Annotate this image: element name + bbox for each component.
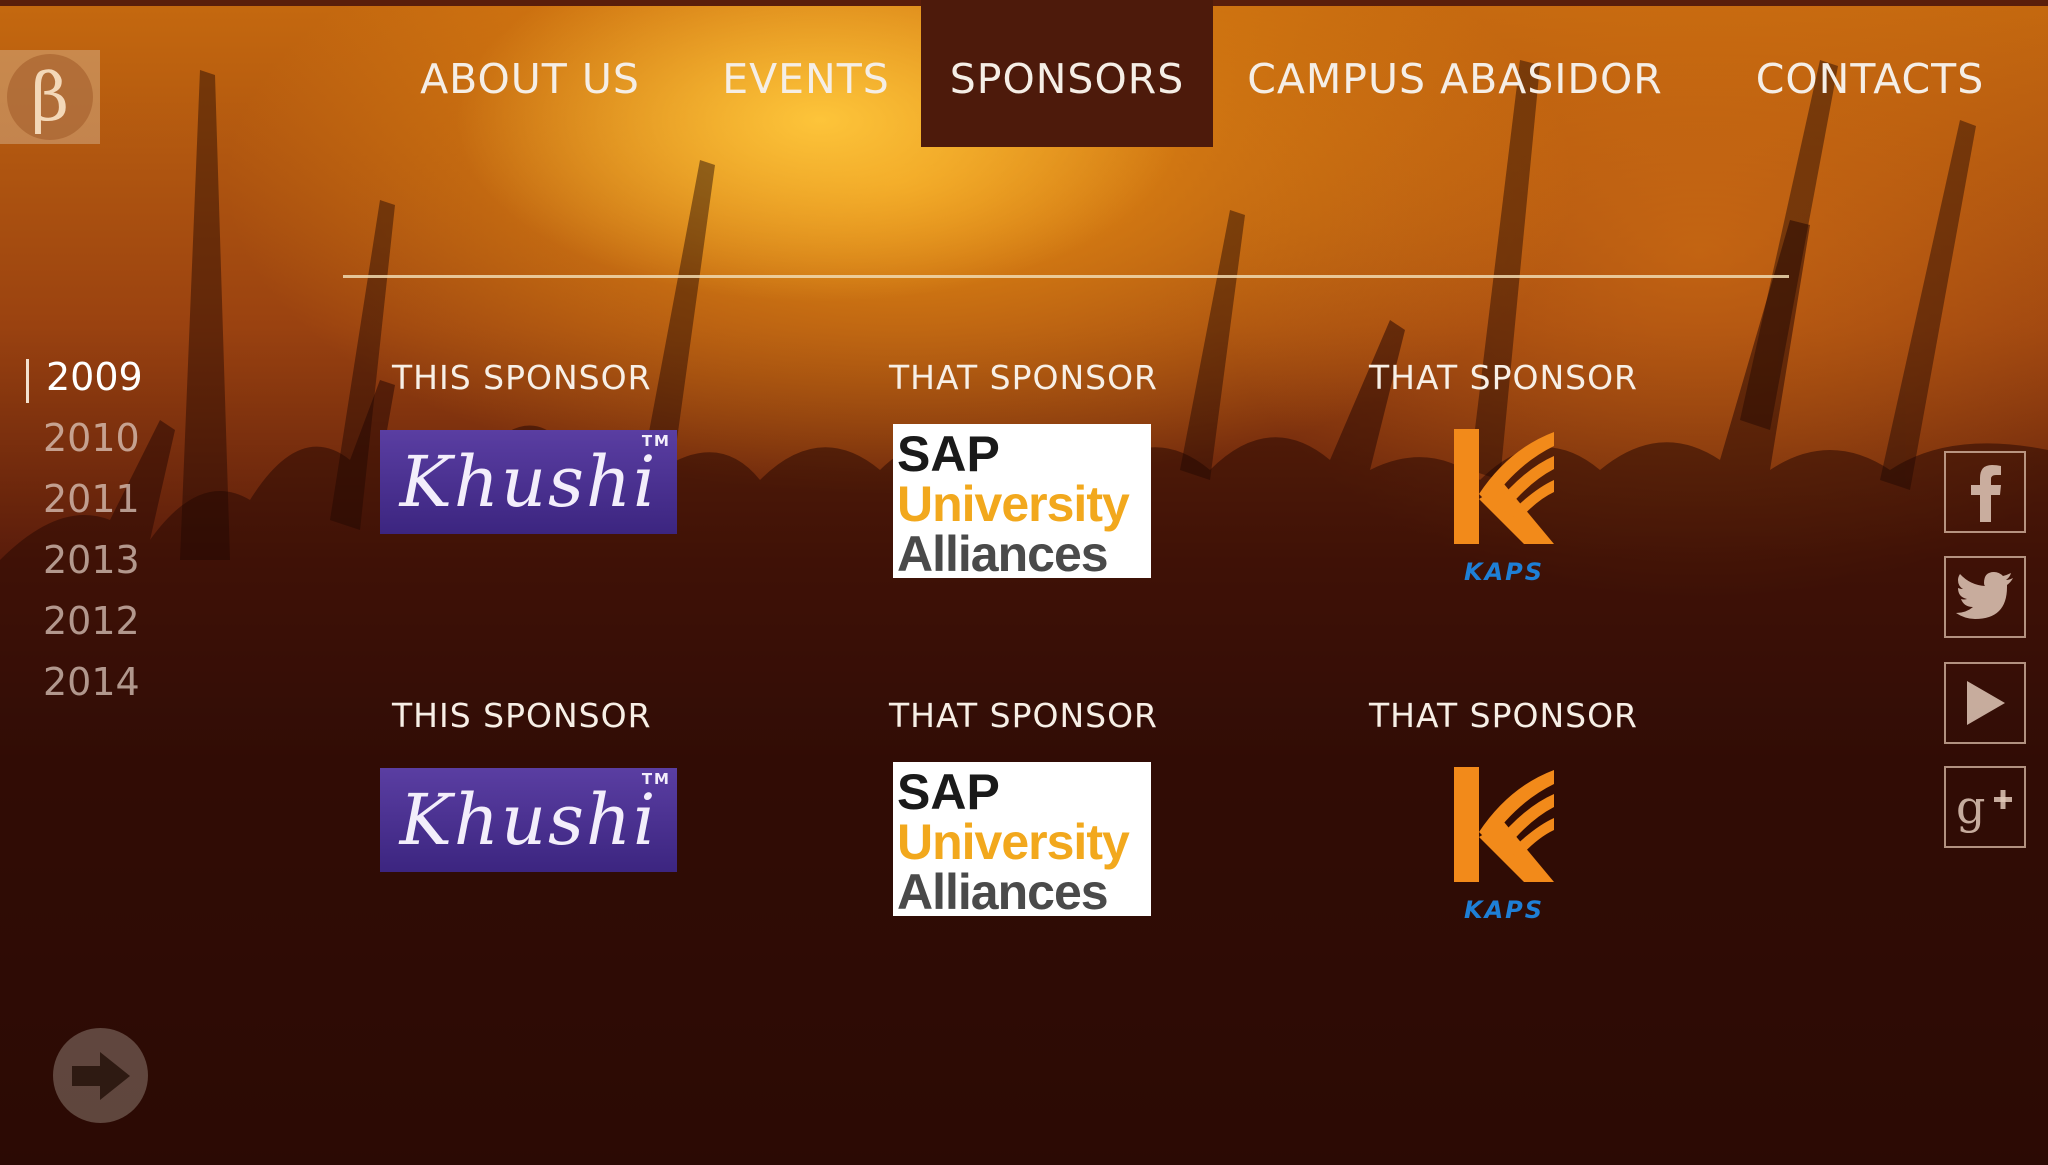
year-item-2010[interactable]: 2010 <box>43 416 140 460</box>
sponsor-label: THIS SPONSOR <box>392 358 652 397</box>
nav-about-us[interactable]: ABOUT US <box>420 54 640 103</box>
year-item-2013[interactable]: 2013 <box>43 538 140 582</box>
year-item-2012[interactable]: 2012 <box>43 599 140 643</box>
sap-line-3: Alliances <box>897 526 1109 582</box>
youtube-play-icon <box>1967 681 2005 725</box>
sap-line-1: SAP <box>897 426 1000 482</box>
nav-events[interactable]: EVENTS <box>722 54 890 103</box>
beta-logo-icon: β <box>7 54 93 140</box>
active-year-marker <box>26 359 29 403</box>
nav-campus-ambassador[interactable]: CAMPUS ABASIDOR <box>1247 54 1663 103</box>
khushi-wordmark: Khushi <box>399 441 658 523</box>
sponsor-label: THAT SPONSOR <box>889 696 1158 735</box>
sponsor-label: THAT SPONSOR <box>1369 696 1638 735</box>
sponsor-logo-khushi[interactable]: Khushi TM <box>380 430 677 534</box>
svg-text:g: g <box>1956 780 1985 834</box>
arrow-right-icon <box>71 1051 130 1100</box>
twitter-icon <box>1956 572 2013 619</box>
sap-line-2: University <box>897 814 1130 870</box>
sap-line-2: University <box>897 476 1130 532</box>
sponsor-logo-sap[interactable]: SAP University Alliances <box>893 424 1151 582</box>
year-item-2014[interactable]: 2014 <box>43 660 140 704</box>
next-button[interactable] <box>53 1028 148 1123</box>
sponsor-label: THAT SPONSOR <box>1369 358 1638 397</box>
nav-sponsors[interactable]: SPONSORS <box>921 0 1213 147</box>
sponsor-logo-kaps[interactable]: KAPS <box>1449 762 1559 924</box>
sponsor-label: THAT SPONSOR <box>889 358 1158 397</box>
google-plus-icon: g <box>1956 780 2012 834</box>
nav-contacts[interactable]: CONTACTS <box>1755 54 1985 103</box>
facebook-icon <box>1971 465 2001 522</box>
google-plus-button[interactable]: g <box>1944 766 2026 848</box>
year-item-2009[interactable]: 2009 <box>46 355 143 399</box>
sponsor-logo-kaps[interactable]: KAPS <box>1449 424 1559 586</box>
sap-line-1: SAP <box>897 764 1000 820</box>
kaps-wordmark: KAPS <box>1463 896 1545 924</box>
year-item-2011[interactable]: 2011 <box>43 477 140 521</box>
sap-line-3: Alliances <box>897 864 1109 920</box>
khushi-wordmark: Khushi <box>399 779 658 861</box>
sponsor-logo-sap[interactable]: SAP University Alliances <box>893 762 1151 920</box>
section-divider <box>343 275 1789 278</box>
sponsor-label: THIS SPONSOR <box>392 696 652 735</box>
twitter-button[interactable] <box>1944 556 2026 638</box>
kaps-wordmark: KAPS <box>1463 558 1545 586</box>
kaps-k-icon <box>1454 429 1554 544</box>
trademark-mark: TM <box>641 770 671 788</box>
trademark-mark: TM <box>641 432 671 450</box>
sponsor-logo-khushi[interactable]: Khushi TM <box>380 768 677 872</box>
site-logo[interactable]: β <box>0 50 100 144</box>
youtube-button[interactable] <box>1944 662 2026 744</box>
kaps-k-icon <box>1454 767 1554 882</box>
facebook-button[interactable] <box>1944 451 2026 533</box>
